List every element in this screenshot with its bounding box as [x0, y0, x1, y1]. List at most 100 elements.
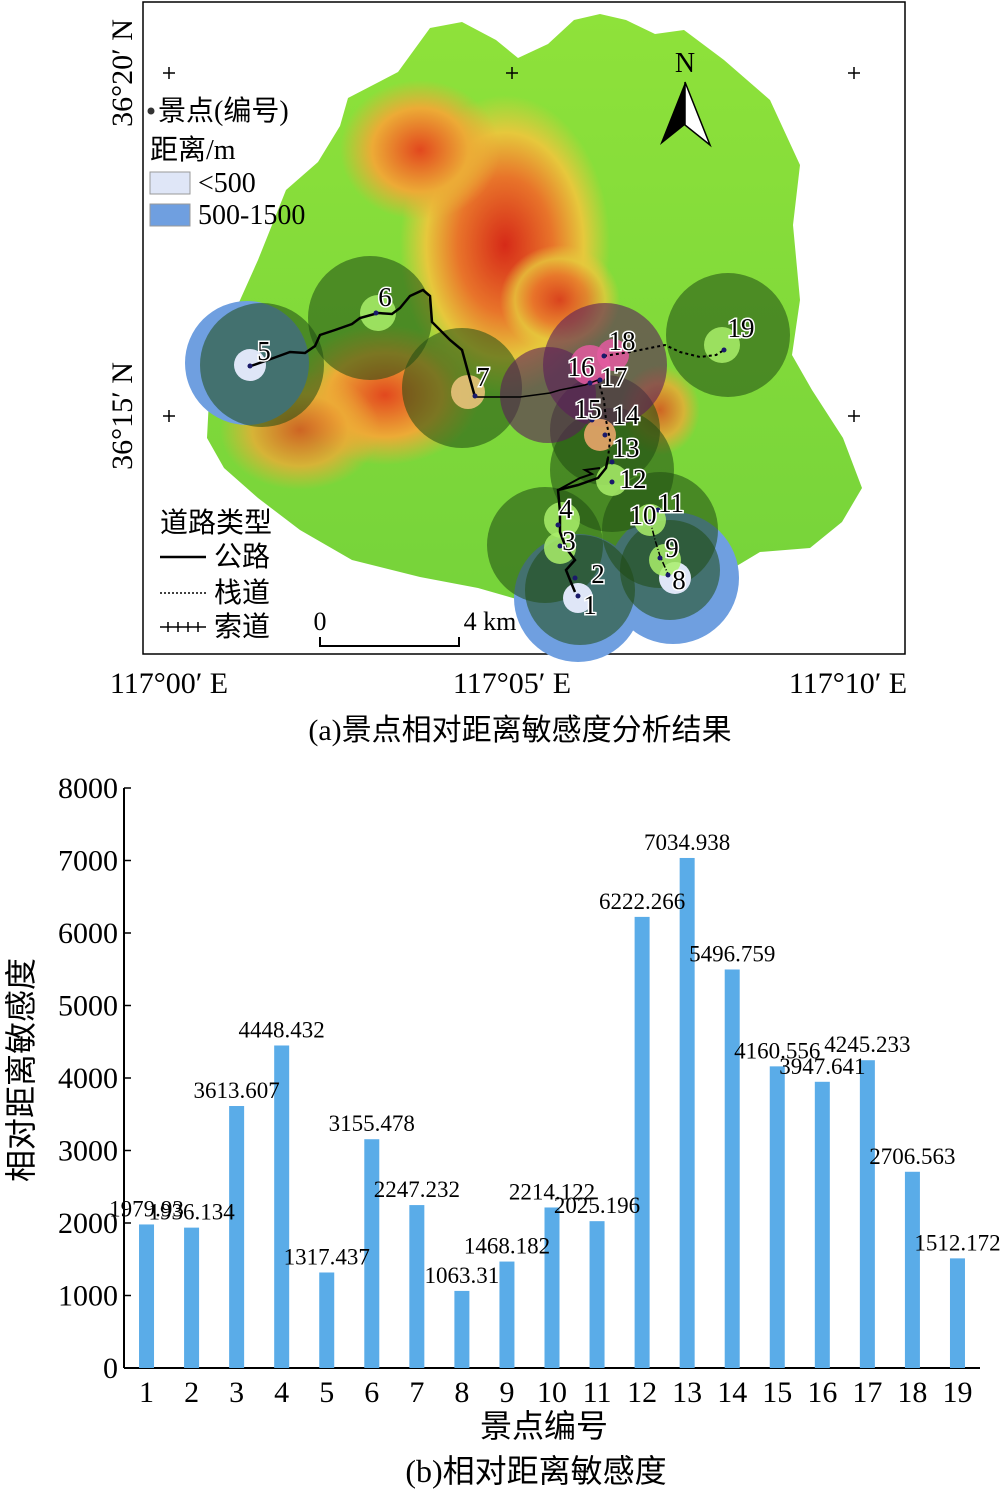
- bar: [724, 969, 740, 1368]
- bar: [679, 857, 695, 1368]
- spot-label: 10: [630, 500, 657, 530]
- legend-inner-label: <500: [198, 168, 256, 199]
- x-tick-label: 19: [942, 1376, 972, 1409]
- road-legend-label: 栈道: [214, 577, 270, 609]
- bar: [454, 1290, 470, 1368]
- bar-value-label: 1512.172: [914, 1230, 1000, 1255]
- x-tick-label: 18: [897, 1376, 927, 1409]
- scale-end: 4 km: [464, 607, 517, 636]
- bar: [319, 1272, 335, 1368]
- scale-bar: 0 4 km: [314, 607, 517, 647]
- bar: [769, 1066, 785, 1368]
- map-panel: 1 2 3 4 5 6 7 8 9 10 11 12 13 14 15 16 1…: [0, 0, 1000, 750]
- lon-label: 117°00′ E: [110, 667, 228, 700]
- buffer-inner-warm: [451, 339, 629, 451]
- graticule-marks: [163, 67, 860, 422]
- x-tick-label: 16: [807, 1376, 837, 1409]
- spot-labels: 1 2 3 4 5 6 7 8 9 10 11 12 13 14 15 16 1…: [256, 281, 756, 622]
- x-tick-label: 13: [672, 1376, 702, 1409]
- x-tick-label: 10: [537, 1376, 567, 1409]
- bar-value-label: 1979.93: [109, 1196, 184, 1221]
- spot-label: 3: [562, 526, 576, 556]
- bar: [364, 1139, 380, 1368]
- road-legend-label: 公路: [214, 541, 270, 573]
- x-tick-label: 12: [627, 1376, 657, 1409]
- legend-swatch-inner: [149, 171, 191, 195]
- north-label: N: [675, 48, 695, 79]
- x-tick-label: 14: [717, 1376, 747, 1409]
- bar-value-label: 2214.122: [509, 1179, 595, 1204]
- y-tick-label: 3000: [58, 1135, 118, 1168]
- lat-label: 36°20′ N: [106, 19, 139, 127]
- spot-point-icon: [147, 107, 155, 115]
- y-tick-label: 1000: [58, 1280, 118, 1313]
- spot-label: 9: [665, 533, 679, 563]
- road-legend-title: 道路类型: [160, 507, 272, 539]
- bar: [904, 1171, 920, 1368]
- y-tick-label: 6000: [58, 917, 118, 950]
- spot-label: 6: [378, 282, 392, 312]
- bar-value-label: 2247.232: [374, 1177, 460, 1202]
- lon-label: 117°10′ E: [789, 667, 907, 700]
- bar: [274, 1045, 290, 1368]
- x-tick-label: 8: [454, 1376, 469, 1409]
- road-highway: [247, 288, 477, 398]
- x-tick-label: 9: [499, 1376, 514, 1409]
- y-tick-label: 8000: [58, 772, 118, 805]
- spot-label: 11: [658, 488, 684, 518]
- scale-start: 0: [314, 607, 327, 636]
- map-svg: 1 2 3 4 5 6 7 8 9 10 11 12 13 14 15 16 1…: [106, 1, 907, 747]
- road-highway-zig: [557, 467, 601, 491]
- bar: [184, 1227, 200, 1368]
- spot-label: 8: [672, 565, 686, 595]
- bar-value-label: 5496.759: [689, 941, 775, 966]
- x-axis-label: 景点编号: [480, 1408, 608, 1444]
- bar-value-label: 1468.182: [464, 1234, 550, 1259]
- north-arrow: N: [660, 48, 712, 148]
- x-tick-label: 7: [409, 1376, 424, 1409]
- road-legend: 道路类型 公路 栈道 索道: [160, 507, 272, 643]
- x-tick-label: 5: [319, 1376, 334, 1409]
- spot-points: [247, 310, 727, 599]
- spot-label: 4: [559, 494, 573, 524]
- x-tick-label: 11: [583, 1376, 612, 1409]
- bar-value-label: 1317.437: [284, 1244, 370, 1269]
- bar: [589, 1221, 605, 1368]
- road-plank-south: [597, 379, 612, 459]
- spot-label: 16: [568, 352, 595, 382]
- y-tick-label: 7000: [58, 845, 118, 878]
- spot-label: 18: [609, 326, 636, 356]
- x-tick-label: 4: [274, 1376, 289, 1409]
- road-highway-south: [556, 457, 610, 593]
- spot-label: 13: [613, 433, 640, 463]
- y-tick-label: 4000: [58, 1062, 118, 1095]
- bar-value-label: 4448.432: [239, 1017, 325, 1042]
- lon-label: 117°05′ E: [453, 667, 571, 700]
- legend-outer-label: 500-1500: [198, 200, 305, 231]
- bar: [949, 1258, 965, 1368]
- spot-label: 1: [583, 590, 597, 620]
- road-cable: [475, 379, 599, 398]
- bar-value-label: 6222.266: [599, 889, 685, 914]
- bar-value-label: 1936.134: [148, 1200, 235, 1225]
- x-tick-label: 17: [852, 1376, 882, 1409]
- bar-value-label: 3947.641: [779, 1054, 865, 1079]
- spot-label: 12: [620, 464, 647, 494]
- spot-label: 2: [591, 559, 605, 589]
- bar-value-label: 2025.196: [554, 1193, 640, 1218]
- legend-distance-title: 距离/m: [150, 134, 236, 166]
- y-tick-label: 2000: [58, 1207, 118, 1240]
- bar-value-label: 7034.938: [644, 830, 730, 855]
- bar: [499, 1261, 515, 1368]
- road-legend-label: 索道: [214, 611, 270, 643]
- bar: [229, 1106, 245, 1368]
- bar: [814, 1081, 830, 1368]
- bar: [544, 1207, 560, 1368]
- chart-bars: [139, 857, 965, 1368]
- bar: [409, 1205, 425, 1368]
- bar: [634, 916, 650, 1368]
- legend-swatch-outer: [149, 203, 191, 227]
- chart-panel: 0 1000 2000 3000 4000 5000 6000 7000 8000 1 2 3 4 5 6 7…: [0, 750, 1000, 1498]
